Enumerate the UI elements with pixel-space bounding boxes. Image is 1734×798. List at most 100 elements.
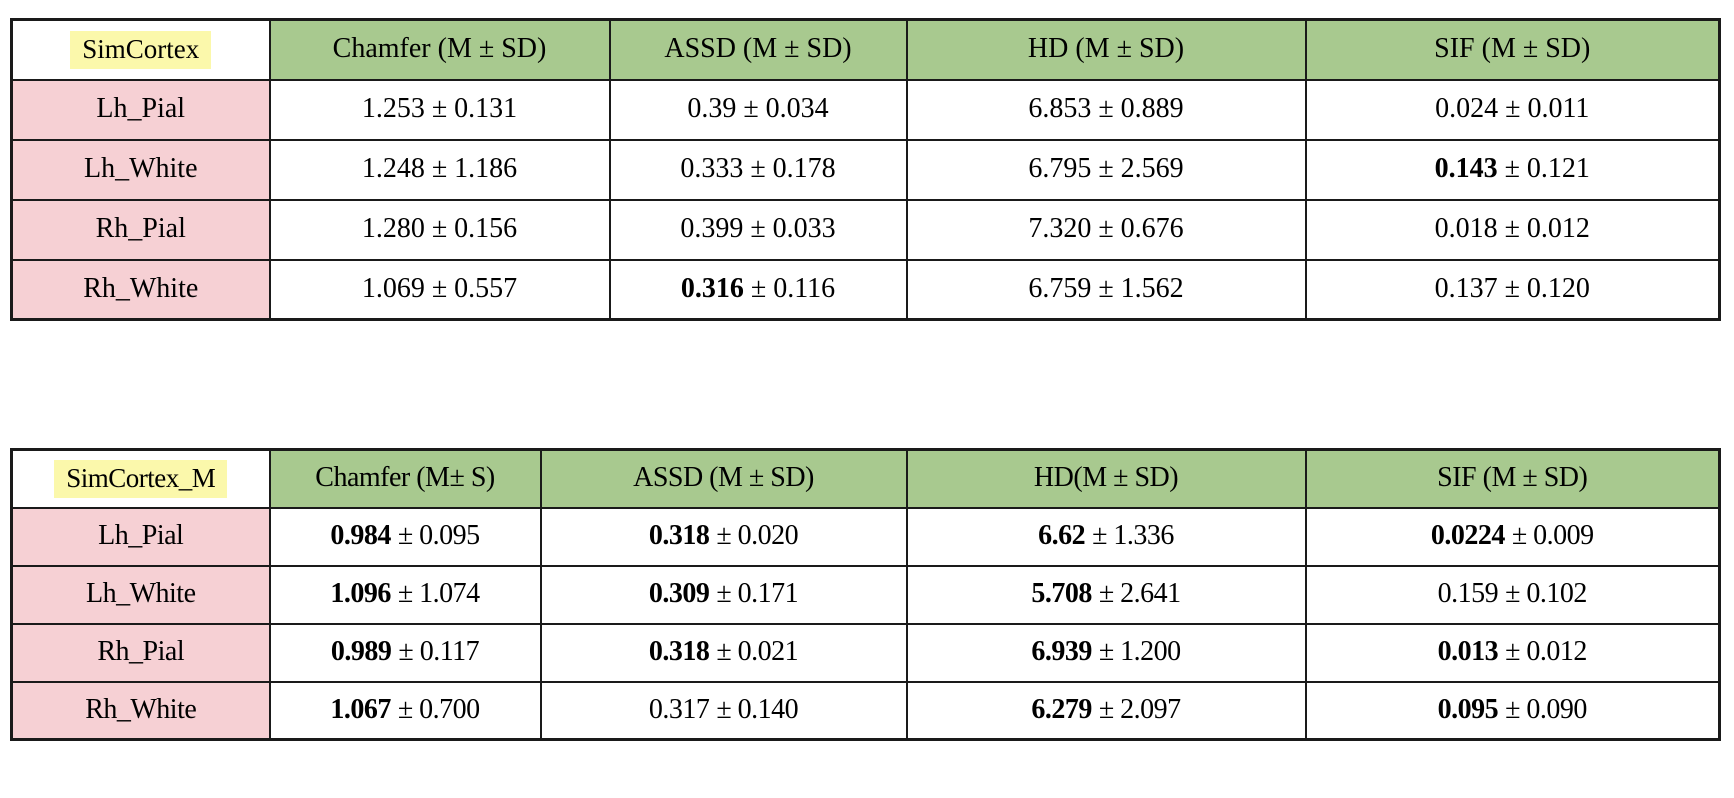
sd-value: ± 0.116 xyxy=(750,272,836,304)
sd-value: ± 0.012 xyxy=(1505,636,1587,668)
metric-cell: 0.316 ± 0.116 xyxy=(608,258,908,321)
row-label: Rh_Pial xyxy=(10,198,271,261)
sd-value: ± 0.140 xyxy=(716,693,799,725)
table-row: Lh_White 1.096 ± 1.074 0.309 ± 0.171 5.708… xyxy=(10,564,1721,625)
mean-value: 6.939 xyxy=(1031,636,1092,668)
sd-value: ± 2.097 xyxy=(1098,693,1181,725)
metric-cell: 5.708 ± 2.641 xyxy=(905,564,1307,625)
row-label: Lh_Pial xyxy=(10,78,271,141)
table-row: Lh_Pial 1.253 ± 0.131 0.39 ± 0.034 6.853 ± … xyxy=(10,78,1721,141)
sd-value: ± 0.034 xyxy=(743,93,829,125)
column-header-hd: HD(M ± SD) xyxy=(905,448,1307,509)
metric-cell: 0.309 ± 0.171 xyxy=(539,564,908,625)
column-header-assd: ASSD (M ± SD) xyxy=(539,448,908,509)
mean-value: 7.320 xyxy=(1028,213,1092,245)
table-title-cell: SimCortex_M xyxy=(10,448,271,509)
mean-value: 0.984 xyxy=(330,520,391,552)
mean-value: 0.333 xyxy=(680,153,744,185)
mean-value: 0.309 xyxy=(648,578,710,610)
sd-value: ± 0.120 xyxy=(1504,272,1590,304)
metric-cell: 6.62 ± 1.336 xyxy=(905,506,1307,567)
sd-value: ± 0.090 xyxy=(1505,693,1587,725)
mean-value: 0.316 xyxy=(680,272,744,304)
sd-value: ± 1.336 xyxy=(1092,520,1174,552)
sd-value: ± 0.557 xyxy=(431,272,518,304)
metric-cell: 1.069 ± 0.557 xyxy=(268,258,611,321)
mean-value: 6.795 xyxy=(1028,153,1092,185)
sd-value: ± 0.178 xyxy=(750,153,836,185)
mean-value: 0.018 xyxy=(1434,213,1498,245)
metric-cell: 0.399 ± 0.033 xyxy=(608,198,908,261)
metric-cell: 0.137 ± 0.120 xyxy=(1304,258,1721,321)
sd-value: ± 0.889 xyxy=(1098,93,1184,125)
table-row: Rh_Pial 1.280 ± 0.156 0.399 ± 0.033 7.320 ±… xyxy=(10,198,1721,261)
sd-value: ± 1.074 xyxy=(397,578,480,610)
metric-cell: 0.317 ± 0.140 xyxy=(539,680,908,741)
column-header-sif: SIF (M ± SD) xyxy=(1304,448,1721,509)
table-title: SimCortex_M xyxy=(54,459,228,498)
sd-value: ± 0.020 xyxy=(716,520,799,552)
mean-value: 0.013 xyxy=(1437,636,1499,668)
table-row: Lh_White 1.248 ± 1.186 0.333 ± 0.178 6.795… xyxy=(10,138,1721,201)
mean-value: 1.253 xyxy=(361,93,425,125)
metric-cell: 1.253 ± 0.131 xyxy=(268,78,611,141)
table-row: Lh_Pial 0.984 ± 0.095 0.318 ± 0.020 6.62 ± … xyxy=(10,506,1721,567)
table-row: Rh_White 1.067 ± 0.700 0.317 ± 0.140 6.279… xyxy=(10,680,1721,741)
column-header-chamfer: Chamfer (M± S) xyxy=(268,448,542,509)
sd-value: ± 0.700 xyxy=(397,693,480,725)
metric-cell: 0.318 ± 0.021 xyxy=(539,622,908,683)
metric-cell: 0.984 ± 0.095 xyxy=(268,506,542,567)
mean-value: 0.095 xyxy=(1437,693,1499,725)
mean-value: 0.318 xyxy=(648,636,710,668)
table-row: Rh_Pial 0.989 ± 0.117 0.318 ± 0.021 6.939 ±… xyxy=(10,622,1721,683)
mean-value: 5.708 xyxy=(1031,578,1092,610)
mean-value: 0.143 xyxy=(1434,153,1498,185)
sd-value: ± 0.012 xyxy=(1504,213,1590,245)
sd-value: ± 0.131 xyxy=(431,93,518,125)
metric-cell: 6.759 ± 1.562 xyxy=(905,258,1307,321)
sd-value: ± 0.171 xyxy=(716,578,799,610)
mean-value: 0.317 xyxy=(648,693,710,725)
metric-cell: 0.333 ± 0.178 xyxy=(608,138,908,201)
sd-value: ± 0.676 xyxy=(1098,213,1184,245)
metric-cell: 0.095 ± 0.090 xyxy=(1304,680,1721,741)
sd-value: ± 1.562 xyxy=(1098,272,1184,304)
mean-value: 1.067 xyxy=(330,693,391,725)
sd-value: ± 1.200 xyxy=(1098,636,1181,668)
metric-cell: 0.318 ± 0.020 xyxy=(539,506,908,567)
metric-cell: 7.320 ± 0.676 xyxy=(905,198,1307,261)
sd-value: ± 0.009 xyxy=(1511,520,1594,552)
sd-value: ± 0.033 xyxy=(750,213,836,245)
metric-cell: 0.024 ± 0.011 xyxy=(1304,78,1721,141)
metric-cell: 0.39 ± 0.034 xyxy=(608,78,908,141)
mean-value: 0.0224 xyxy=(1430,520,1506,552)
metric-cell: 0.989 ± 0.117 xyxy=(268,622,542,683)
metric-cell: 0.018 ± 0.012 xyxy=(1304,198,1721,261)
column-header-chamfer: Chamfer (M ± SD) xyxy=(268,18,611,81)
metric-cell: 6.853 ± 0.889 xyxy=(905,78,1307,141)
column-header-hd: HD (M ± SD) xyxy=(905,18,1307,81)
row-label: Rh_White xyxy=(10,680,271,741)
sd-value: ± 0.102 xyxy=(1505,578,1587,610)
mean-value: 0.024 xyxy=(1435,93,1499,125)
sd-value: ± 0.021 xyxy=(716,636,799,668)
column-header-sif: SIF (M ± SD) xyxy=(1304,18,1721,81)
mean-value: 1.280 xyxy=(361,213,425,245)
sd-value: ± 0.121 xyxy=(1504,153,1590,185)
column-header-assd: ASSD (M ± SD) xyxy=(608,18,908,81)
table-row: Rh_White 1.069 ± 0.557 0.316 ± 0.116 6.759… xyxy=(10,258,1721,321)
mean-value: 6.759 xyxy=(1028,272,1092,304)
simcortex-table: SimCortex Chamfer (M ± SD) ASSD (M ± SD)… xyxy=(10,18,1721,321)
mean-value: 6.279 xyxy=(1031,693,1092,725)
metric-cell: 1.067 ± 0.700 xyxy=(268,680,542,741)
sd-value: ± 0.095 xyxy=(397,520,480,552)
mean-value: 0.39 xyxy=(687,93,737,125)
sd-value: ± 0.117 xyxy=(398,636,480,668)
metric-cell: 6.795 ± 2.569 xyxy=(905,138,1307,201)
row-label: Rh_White xyxy=(10,258,271,321)
metric-cell: 0.159 ± 0.102 xyxy=(1304,564,1721,625)
metric-cell: 0.143 ± 0.121 xyxy=(1304,138,1721,201)
simcortex-m-table: SimCortex_M Chamfer (M± S) ASSD (M ± SD)… xyxy=(10,448,1721,741)
mean-value: 0.399 xyxy=(680,213,744,245)
